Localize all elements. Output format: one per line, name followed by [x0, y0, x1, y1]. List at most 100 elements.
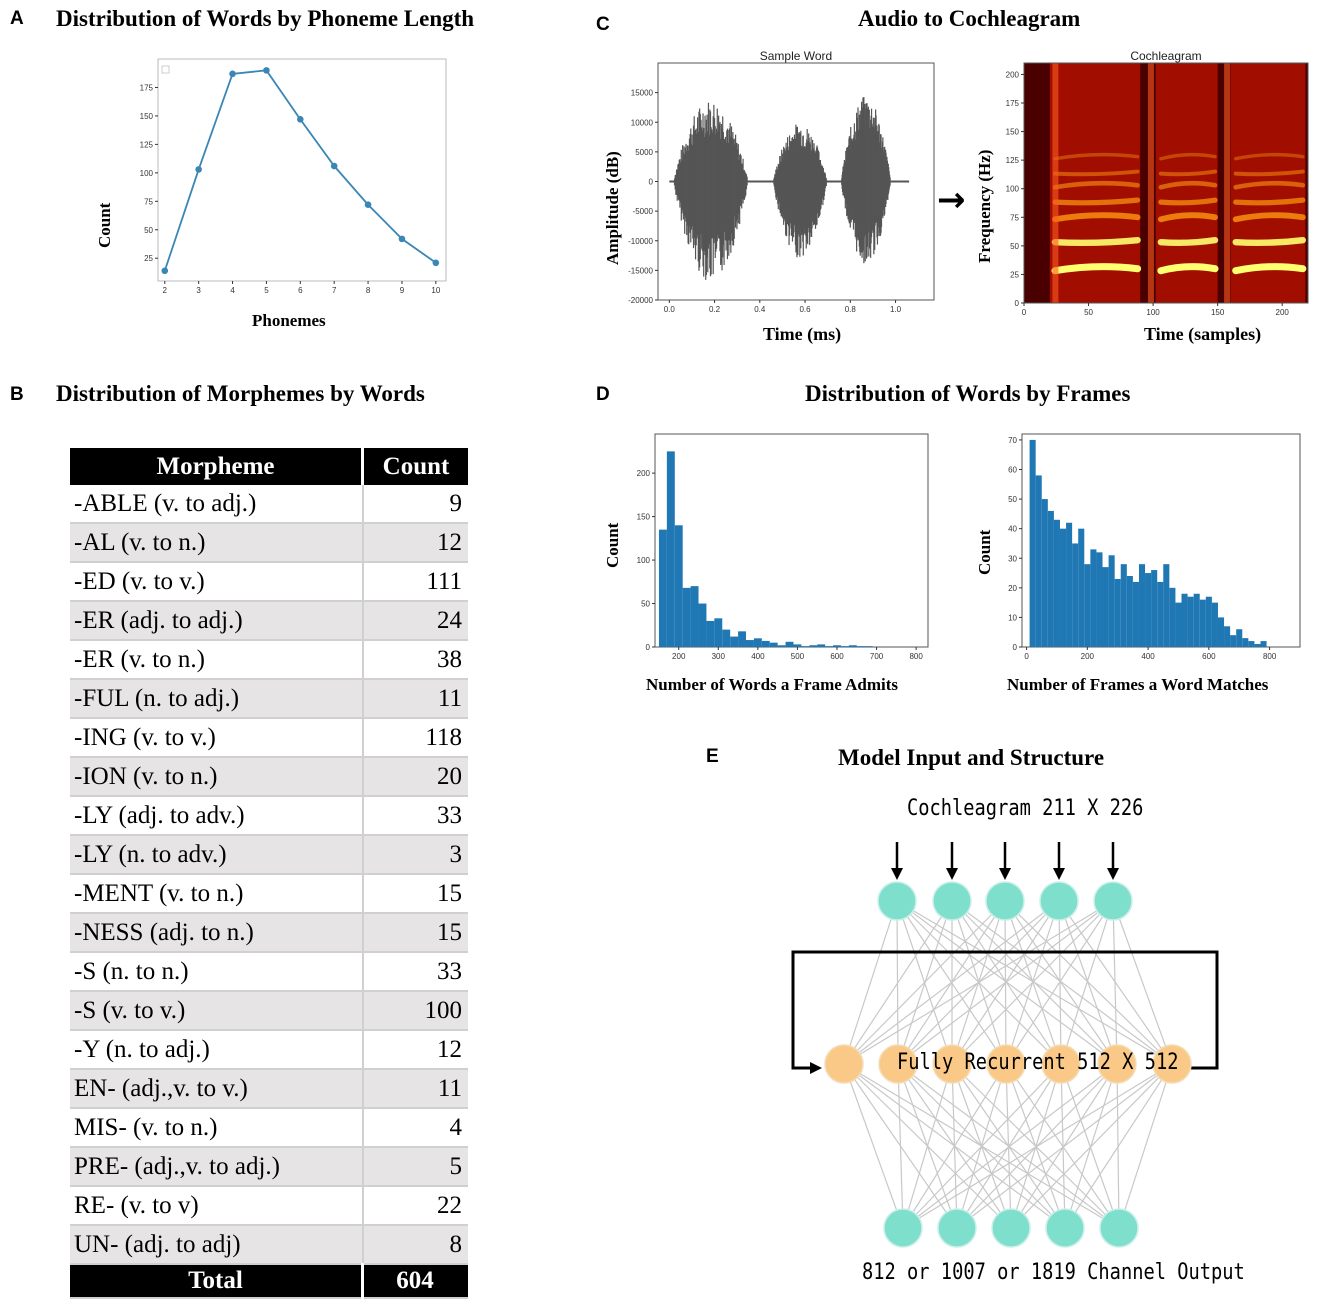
tick-label: 8 — [366, 286, 371, 295]
harmonic-band — [1159, 152, 1217, 161]
table-row: -FUL (n. to adj.) 11 — [70, 679, 468, 719]
harmonic-band — [1052, 180, 1140, 190]
morpheme-cell: MIS- (v. to n.) — [70, 1108, 364, 1148]
hidden-node — [986, 1044, 1026, 1084]
table-row: -ION (v. to n.) 20 — [70, 757, 468, 797]
tick-label: 0.0 — [664, 305, 676, 314]
edge — [843, 900, 1060, 1065]
histogram-bar — [1205, 596, 1212, 647]
edge — [897, 1063, 904, 1229]
total-label: Total — [70, 1264, 364, 1299]
data-point — [364, 201, 372, 209]
tick-label: 50 — [1010, 242, 1019, 251]
morpheme-cell: -S (n. to n.) — [70, 952, 364, 992]
harmonic-band — [1053, 152, 1140, 161]
morpheme-cell: -AL (v. to n.) — [70, 523, 364, 563]
histogram-bar — [1066, 522, 1073, 647]
tick-label: -5000 — [633, 207, 654, 216]
count-cell: 11 — [362, 679, 468, 719]
tick-label: 6 — [298, 286, 303, 295]
histogram-bar — [1108, 555, 1115, 647]
arrowhead-icon — [891, 868, 903, 880]
edge — [843, 900, 953, 1065]
histogram-bar — [840, 646, 849, 647]
histogram-bar — [1236, 629, 1243, 647]
morpheme-cell: -FUL (n. to adj.) — [70, 679, 364, 719]
morpheme-cell: PRE- (adj.,v. to adj.) — [70, 1147, 364, 1187]
tick-label: 600 — [1202, 652, 1216, 661]
count-header: Count — [362, 448, 468, 485]
table-row: -ER (adj. to adj.) 24 — [70, 601, 468, 641]
edge — [1005, 900, 1114, 1065]
histogram-bar — [1120, 564, 1127, 647]
histogram-bar — [1254, 644, 1261, 647]
morpheme-cell: UN- (adj. to adj) — [70, 1225, 364, 1265]
table-row: -MENT (v. to n.) 15 — [70, 874, 468, 914]
histogram-bar — [1175, 602, 1182, 647]
edge — [1058, 900, 1118, 1065]
edge — [956, 1063, 1173, 1229]
tick-label: 0 — [1022, 308, 1027, 317]
data-point — [297, 116, 304, 123]
histogram-bar — [1199, 599, 1206, 647]
edge — [1060, 900, 1114, 1065]
edge — [902, 1063, 953, 1229]
histogram-bar — [730, 636, 739, 647]
morpheme-cell: -NESS (adj. to n.) — [70, 913, 364, 953]
table-row: -LY (adj. to adv.) 33 — [70, 796, 468, 836]
edge — [1010, 1063, 1173, 1229]
harmonic-band — [1158, 169, 1218, 177]
data-point — [229, 70, 236, 78]
panel-letter-c: C — [596, 14, 610, 35]
arrowhead-icon — [1107, 868, 1119, 880]
input-node — [985, 881, 1025, 921]
tick-label: 0 — [1024, 652, 1029, 661]
input-label: Cochleagram 211 X 226 — [907, 796, 1144, 821]
count-cell: 22 — [362, 1186, 468, 1226]
heatmap-frame — [1023, 62, 1309, 304]
tick-label: 25 — [1010, 270, 1019, 279]
edge — [1118, 1063, 1173, 1229]
tick-label: 0 — [646, 643, 651, 652]
tick-label: 400 — [751, 652, 765, 661]
histogram-bar — [1114, 578, 1121, 647]
edge — [843, 1063, 904, 1229]
histogram-bar — [1041, 499, 1048, 647]
hidden-label: Fully Recurrent 512 X 512 — [897, 1050, 1179, 1075]
total-value: 604 — [362, 1264, 468, 1299]
tick-label: 100 — [637, 556, 651, 565]
edge — [843, 900, 1114, 1065]
table-row: -ING (v. to v.) 118 — [70, 718, 468, 758]
tick-label: 9 — [400, 286, 405, 295]
output-node — [937, 1208, 977, 1248]
table-row: -NESS (adj. to n.) 15 — [70, 913, 468, 953]
tick-label: 200 — [672, 652, 686, 661]
tick-label: 175 — [1006, 99, 1020, 108]
output-node — [1045, 1208, 1085, 1248]
tick-label: 700 — [870, 652, 884, 661]
histogram-bar — [1096, 552, 1103, 647]
tick-label: 0.8 — [845, 305, 857, 314]
tick-label: 100 — [1146, 308, 1160, 317]
histogram-bar — [1260, 641, 1267, 647]
count-cell: 4 — [362, 1108, 468, 1148]
tick-label: 75 — [144, 197, 153, 206]
tick-label: 200 — [1081, 652, 1095, 661]
table-row: -ER (v. to n.) 38 — [70, 640, 468, 680]
histogram-bar — [785, 641, 794, 647]
histogram-bar — [1059, 528, 1067, 647]
onset-streak — [1052, 63, 1059, 303]
tick-label: 300 — [712, 652, 726, 661]
output-node — [991, 1208, 1031, 1248]
hist-left-xlabel: Number of Words a Frame Admits — [646, 675, 899, 694]
count-cell: 118 — [362, 718, 468, 758]
tick-label: 125 — [140, 140, 154, 149]
tick-label: 40 — [1008, 525, 1017, 534]
histogram-bar — [738, 631, 746, 647]
histogram-bar — [1102, 567, 1109, 647]
tick-label: 150 — [637, 513, 651, 522]
harmonic-band — [1232, 212, 1306, 223]
morpheme-cell: -S (v. to v.) — [70, 991, 364, 1031]
tick-label: -20000 — [628, 296, 653, 305]
histogram-bar — [801, 646, 810, 647]
